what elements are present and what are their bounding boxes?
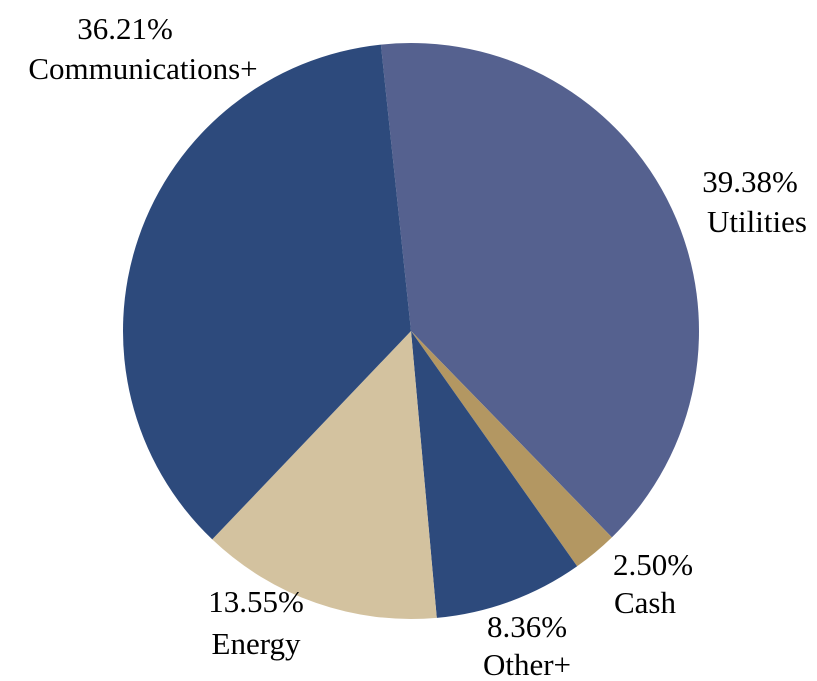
pie-slice: [411, 331, 578, 618]
pie-slice: [411, 331, 612, 567]
slice-value-label: 2.50%: [613, 547, 693, 582]
slice-category-label: Other+: [483, 647, 571, 681]
slice-category-label: Utilities: [707, 204, 807, 239]
pie-slice: [122, 44, 411, 540]
slice-category-label: Energy: [212, 626, 301, 661]
slice-value-label: 36.21%: [77, 11, 173, 46]
slice-value-label: 8.36%: [487, 609, 567, 644]
pie-slice: [212, 331, 437, 619]
slice-value-label: 39.38%: [702, 164, 798, 199]
pie-slice: [380, 43, 699, 538]
slice-value-label: 13.55%: [208, 584, 304, 619]
slice-category-label: Cash: [614, 585, 677, 620]
slice-category-label: Communications+: [28, 51, 257, 86]
